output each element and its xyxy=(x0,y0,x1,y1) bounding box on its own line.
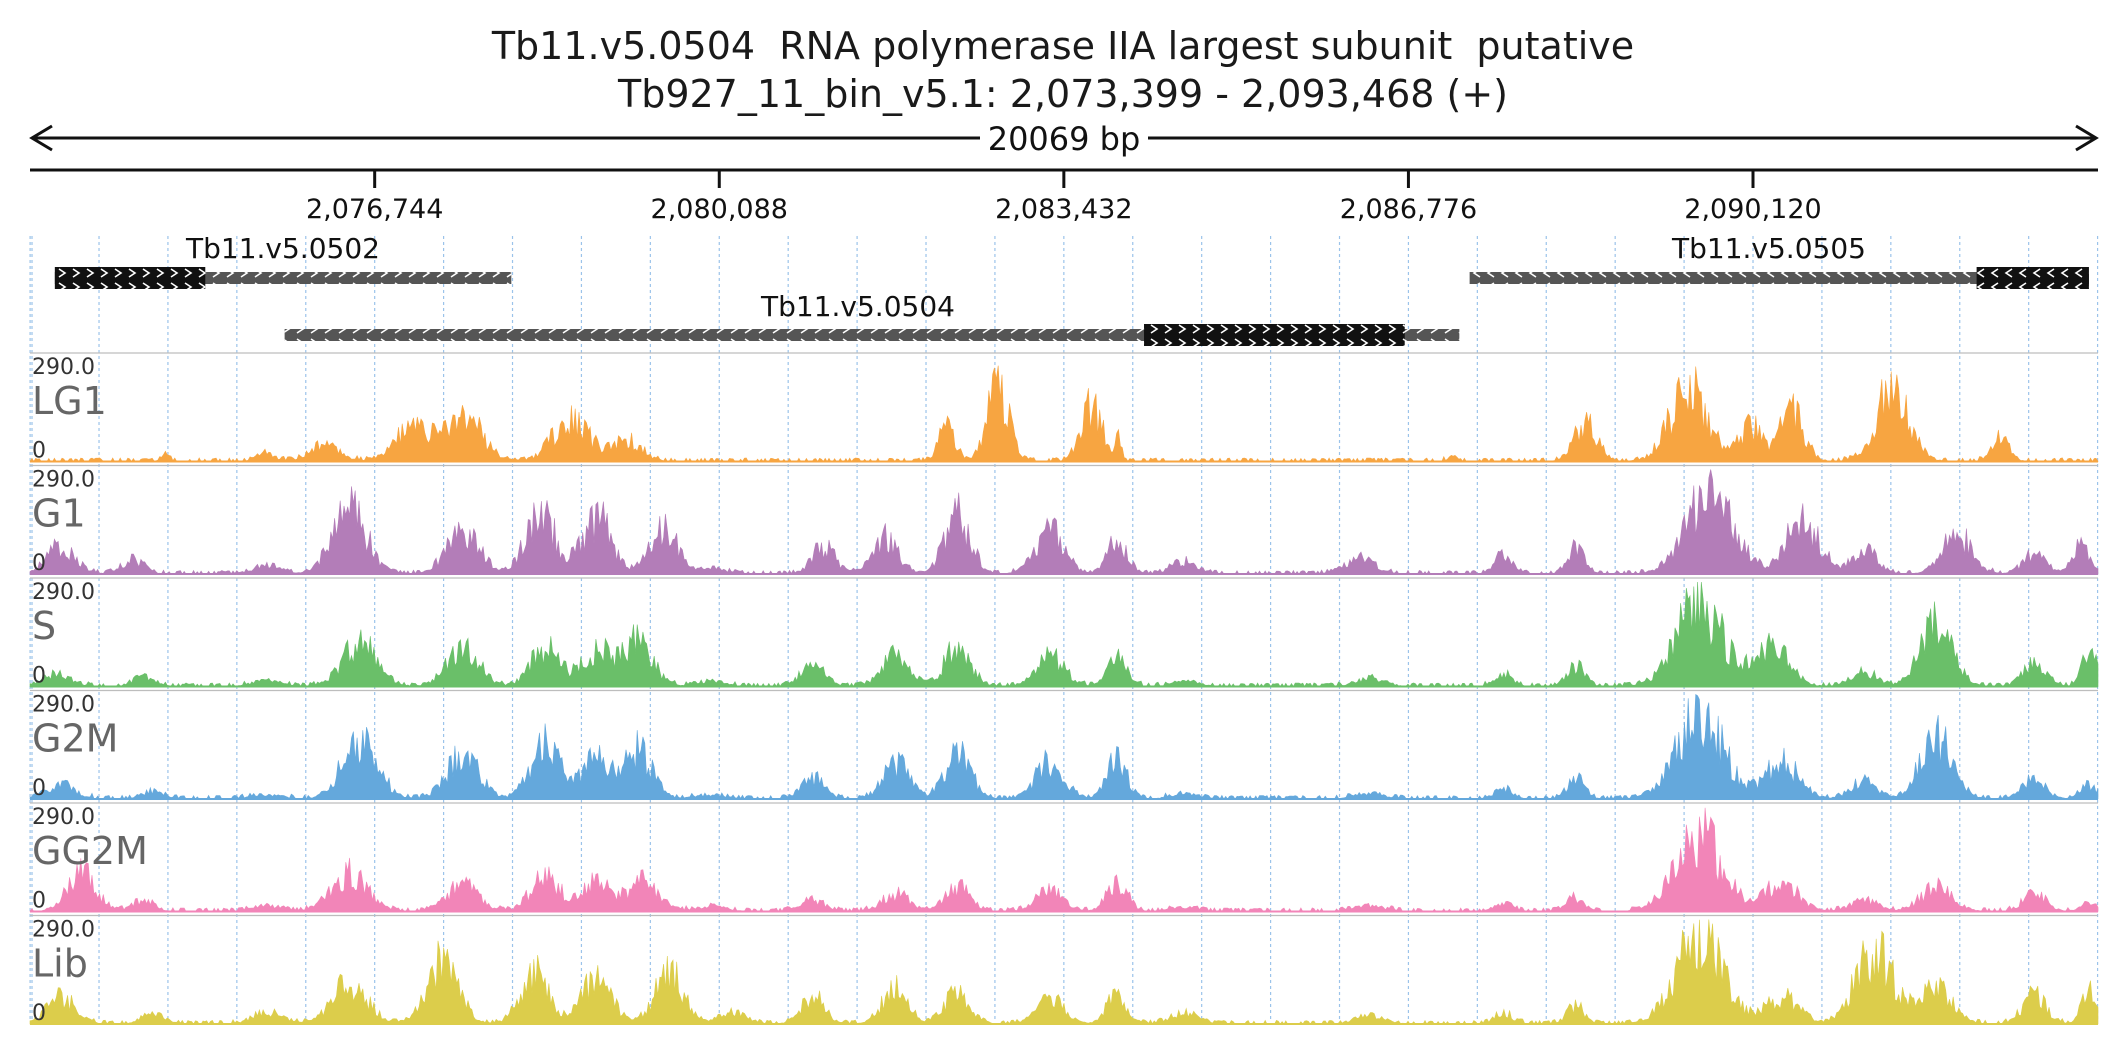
ruler-tick-label: 2,083,432 xyxy=(995,194,1132,225)
coverage-area[interactable] xyxy=(29,919,2099,1025)
track-max-label: 290.0 xyxy=(32,805,95,830)
track-name: Lib xyxy=(32,942,88,986)
span-label-bg xyxy=(980,120,1148,156)
gene-Tb11.v5.0502[interactable]: Tb11.v5.0502 xyxy=(54,232,512,289)
ruler: 20069 bp 2,076,744 2,080,088 2,083,432 2,086… xyxy=(29,120,2099,225)
ruler-tick-label: 2,090,120 xyxy=(1684,194,1821,225)
track-name: GG2M xyxy=(32,829,148,873)
strand-chevron-icon xyxy=(54,267,206,289)
track-g1[interactable]: 290.0G1 0 xyxy=(29,464,2099,577)
track-max-label: 290.0 xyxy=(32,355,95,380)
gene-Tb11.v5.0504[interactable]: Tb11.v5.0504 xyxy=(284,290,1460,346)
track-max-label: 290.0 xyxy=(32,580,95,605)
track-min-label: 0 xyxy=(32,664,46,689)
gene-title: Tb11.v5.0504 RNA polymerase IIA largest … xyxy=(491,24,1635,68)
gene-track[interactable]: Tb11.v5.0502 Tb11.v5.0504 Tb11.v5.0505 xyxy=(54,232,2089,346)
track-min-label: 0 xyxy=(32,551,46,576)
strand-chevron-icon xyxy=(1144,324,1405,346)
ruler-tick-label: 2,086,776 xyxy=(1340,194,1477,225)
track-name: G1 xyxy=(32,492,86,536)
track-min-label: 0 xyxy=(32,889,46,914)
strand-chevron-icon xyxy=(1976,267,2089,289)
track-s[interactable]: 290.0S 0 xyxy=(29,577,2099,689)
track-min-label: 0 xyxy=(32,776,46,801)
track-name: S xyxy=(32,604,56,648)
gene-label: Tb11.v5.0502 xyxy=(185,232,380,265)
span-label: 20069 bp xyxy=(988,120,1141,158)
track-name: LG1 xyxy=(32,379,107,423)
coverage-area[interactable] xyxy=(29,807,2099,913)
arrow-right-icon xyxy=(2075,124,2099,152)
gridlines xyxy=(29,236,2099,1020)
strand-chevron-icon xyxy=(1469,272,2089,284)
coverage-area[interactable] xyxy=(29,365,2099,463)
coverage-area[interactable] xyxy=(29,581,2099,688)
gene-label: Tb11.v5.0504 xyxy=(760,290,955,323)
ruler-tick-label: 2,080,088 xyxy=(651,194,788,225)
track-min-label: 0 xyxy=(32,439,46,464)
arrow-left-icon xyxy=(29,124,53,152)
track-min-label: 0 xyxy=(32,1001,46,1026)
track-name: G2M xyxy=(32,717,118,761)
coverage-area[interactable] xyxy=(29,693,2099,800)
ruler-tick-label: 2,076,744 xyxy=(306,194,443,225)
track-max-label: 290.0 xyxy=(32,693,95,718)
gene-Tb11.v5.0505[interactable]: Tb11.v5.0505 xyxy=(1469,232,2089,289)
locus-label: Tb927_11_bin_v5.1: 2,073,399 - 2,093,468… xyxy=(617,72,1508,116)
gene-label: Tb11.v5.0505 xyxy=(1671,232,1866,265)
coverage-tracks[interactable]: 290.0LG10290.0G10290.0S0290.0G2M0290.0GG… xyxy=(29,352,2099,1027)
track-max-label: 290.0 xyxy=(32,468,95,493)
coverage-area[interactable] xyxy=(29,469,2099,575)
track-max-label: 290.0 xyxy=(32,918,95,943)
